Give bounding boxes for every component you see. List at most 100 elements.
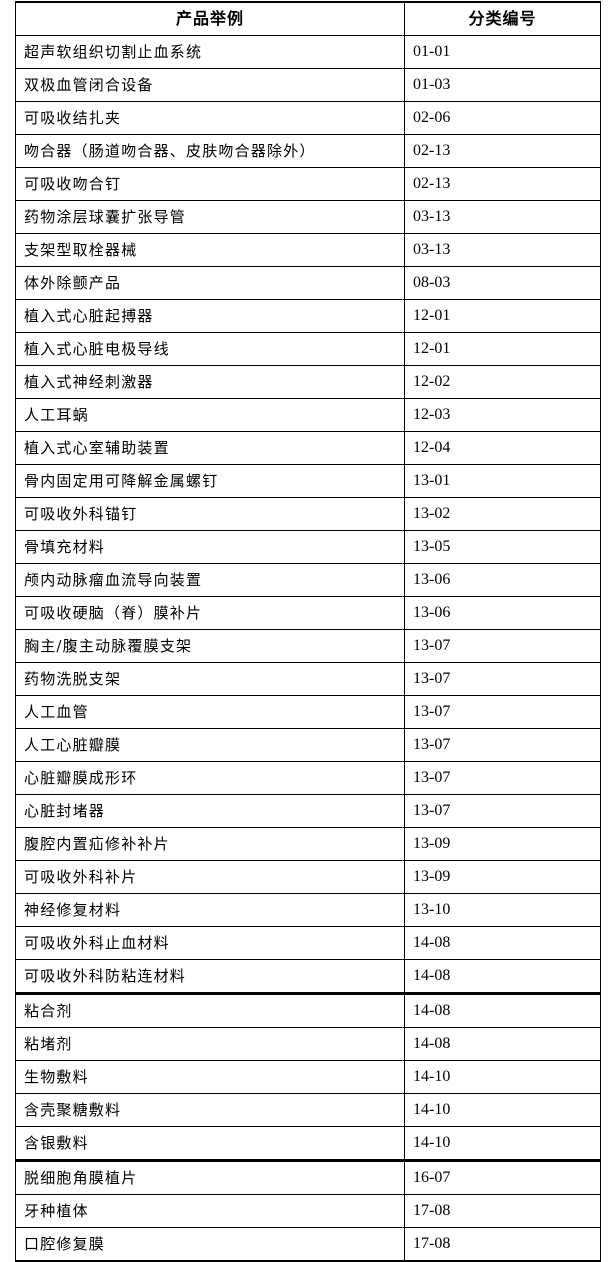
table-row: 可吸收外科锚钉 13-02 [15,497,601,531]
cell-classification-code: 12-03 [404,398,601,432]
cell-classification-code: 13-01 [404,464,601,498]
table-row: 含壳聚糖敷料 14-10 [15,1093,601,1127]
table-row: 可吸收外科防粘连材料 14-08 [15,959,601,995]
cell-classification-code: 02-13 [404,167,601,201]
cell-product-example: 心脏封堵器 [15,794,405,828]
table-row: 可吸收硬脑（脊）膜补片 13-06 [15,596,601,630]
table-row: 可吸收外科补片 13-09 [15,860,601,894]
cell-classification-code: 13-07 [404,761,601,795]
table-row: 粘堵剂 14-08 [15,1027,601,1061]
table-row: 药物洗脱支架 13-07 [15,662,601,696]
cell-product-example: 人工耳蜗 [15,398,405,432]
table-row: 人工心脏瓣膜 13-07 [15,728,601,762]
cell-classification-code: 13-09 [404,827,601,861]
table-header: 产品举例 分类编号 [15,1,601,36]
cell-product-example: 植入式心脏起搏器 [15,299,405,333]
table-row: 植入式神经刺激器 12-02 [15,365,601,399]
table-row: 体外除颤产品 08-03 [15,266,601,300]
cell-product-example: 含银敷料 [15,1126,405,1162]
cell-classification-code: 13-05 [404,530,601,564]
table-row: 神经修复材料 13-10 [15,893,601,927]
cell-product-example: 粘堵剂 [15,1027,405,1061]
table-row: 双极血管闭合设备 01-03 [15,68,601,102]
cell-product-example: 可吸收外科止血材料 [15,926,405,960]
cell-classification-code: 12-02 [404,365,601,399]
cell-product-example: 人工血管 [15,695,405,729]
table-row: 可吸收结扎夹 02-06 [15,101,601,135]
cell-product-example: 支架型取栓器械 [15,233,405,267]
cell-product-example: 可吸收硬脑（脊）膜补片 [15,596,405,630]
cell-classification-code: 01-01 [404,35,601,69]
table-row: 吻合器（肠道吻合器、皮肤吻合器除外） 02-13 [15,134,601,168]
cell-classification-code: 13-07 [404,728,601,762]
cell-classification-code: 14-10 [404,1126,601,1162]
table-row: 胸主/腹主动脉覆膜支架 13-07 [15,629,601,663]
table-row: 人工耳蜗 12-03 [15,398,601,432]
cell-classification-code: 12-01 [404,332,601,366]
cell-product-example: 腹腔内置疝修补补片 [15,827,405,861]
table-body: 超声软组织切割止血系统 01-01 双极血管闭合设备 01-03 可吸收结扎夹 02-06… [15,35,601,1262]
cell-classification-code: 13-06 [404,563,601,597]
table-row: 粘合剂 14-08 [15,993,601,1028]
cell-classification-code: 16-07 [404,1160,601,1195]
cell-product-example: 可吸收吻合钉 [15,167,405,201]
cell-product-example: 胸主/腹主动脉覆膜支架 [15,629,405,663]
cell-classification-code: 12-01 [404,299,601,333]
cell-product-example: 可吸收外科补片 [15,860,405,894]
column-header-product-example: 产品举例 [15,1,405,36]
cell-product-example: 植入式神经刺激器 [15,365,405,399]
table-row: 颅内动脉瘤血流导向装置 13-06 [15,563,601,597]
cell-classification-code: 13-02 [404,497,601,531]
product-classification-table-wrapper: 产品举例 分类编号 超声软组织切割止血系统 01-01 双极血管闭合设备 01-03 可… [15,1,601,1262]
cell-product-example: 吻合器（肠道吻合器、皮肤吻合器除外） [15,134,405,168]
table-row: 药物涂层球囊扩张导管 03-13 [15,200,601,234]
cell-product-example: 可吸收外科防粘连材料 [15,959,405,995]
table-header-row: 产品举例 分类编号 [15,1,601,36]
cell-classification-code: 14-08 [404,993,601,1028]
table-row: 腹腔内置疝修补补片 13-09 [15,827,601,861]
cell-classification-code: 14-08 [404,1027,601,1061]
table-row: 植入式心室辅助装置 12-04 [15,431,601,465]
table-row: 生物敷料 14-10 [15,1060,601,1094]
cell-classification-code: 03-13 [404,200,601,234]
table-row: 支架型取栓器械 03-13 [15,233,601,267]
cell-classification-code: 17-08 [404,1227,601,1262]
table-row: 心脏瓣膜成形环 13-07 [15,761,601,795]
cell-product-example: 牙种植体 [15,1194,405,1228]
table-row: 可吸收外科止血材料 14-08 [15,926,601,960]
cell-product-example: 神经修复材料 [15,893,405,927]
cell-product-example: 可吸收结扎夹 [15,101,405,135]
table-row: 植入式心脏电极导线 12-01 [15,332,601,366]
cell-classification-code: 13-07 [404,629,601,663]
table-row: 植入式心脏起搏器 12-01 [15,299,601,333]
cell-product-example: 骨填充材料 [15,530,405,564]
cell-classification-code: 13-07 [404,695,601,729]
cell-product-example: 双极血管闭合设备 [15,68,405,102]
cell-product-example: 植入式心室辅助装置 [15,431,405,465]
cell-product-example: 药物涂层球囊扩张导管 [15,200,405,234]
cell-product-example: 药物洗脱支架 [15,662,405,696]
table-row: 口腔修复膜 17-08 [15,1227,601,1262]
cell-classification-code: 13-06 [404,596,601,630]
table-row: 含银敷料 14-10 [15,1126,601,1162]
table-row: 人工血管 13-07 [15,695,601,729]
product-classification-table: 产品举例 分类编号 超声软组织切割止血系统 01-01 双极血管闭合设备 01-03 可… [15,1,601,1262]
table-row: 骨填充材料 13-05 [15,530,601,564]
cell-classification-code: 14-08 [404,926,601,960]
cell-classification-code: 12-04 [404,431,601,465]
cell-classification-code: 14-10 [404,1060,601,1094]
cell-product-example: 脱细胞角膜植片 [15,1160,405,1195]
cell-classification-code: 02-06 [404,101,601,135]
cell-product-example: 骨内固定用可降解金属螺钉 [15,464,405,498]
cell-product-example: 体外除颤产品 [15,266,405,300]
cell-classification-code: 13-07 [404,662,601,696]
cell-classification-code: 13-07 [404,794,601,828]
table-row: 脱细胞角膜植片 16-07 [15,1160,601,1195]
cell-classification-code: 14-08 [404,959,601,995]
cell-classification-code: 03-13 [404,233,601,267]
cell-classification-code: 13-10 [404,893,601,927]
cell-classification-code: 01-03 [404,68,601,102]
table-row: 超声软组织切割止血系统 01-01 [15,35,601,69]
cell-product-example: 颅内动脉瘤血流导向装置 [15,563,405,597]
table-row: 心脏封堵器 13-07 [15,794,601,828]
